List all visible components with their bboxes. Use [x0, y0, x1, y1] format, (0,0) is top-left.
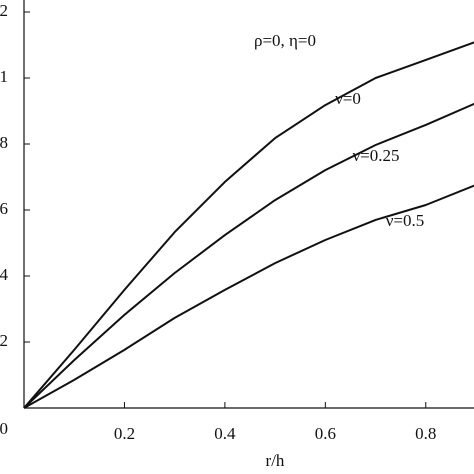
annotation: ν=0.25 [352, 146, 399, 165]
x-tick-label: 0.6 [315, 424, 336, 443]
y-tick-label: 0.02 [0, 331, 8, 350]
x-axis-label: r/h [266, 451, 285, 470]
y-tick-label: 0.12 [0, 1, 8, 20]
annotation: ν=0 [335, 89, 361, 108]
line-series [23, 41, 474, 409]
annotation: ρ=0, η=0 [254, 31, 316, 50]
line-series [23, 184, 474, 409]
line-series [23, 102, 474, 409]
x-tick-label: 0.8 [415, 424, 436, 443]
y-tick-label: 0 [0, 419, 8, 438]
y-tick-label: 0.04 [0, 265, 9, 284]
y-tick-label: 0.1 [0, 67, 8, 86]
y-tick-label: 0.08 [0, 133, 8, 152]
annotation: ν=0.5 [386, 211, 425, 230]
y-tick-label: 0.06 [0, 199, 8, 218]
x-tick-label: 0.4 [214, 424, 236, 443]
x-tick-label: 0.2 [114, 424, 135, 443]
